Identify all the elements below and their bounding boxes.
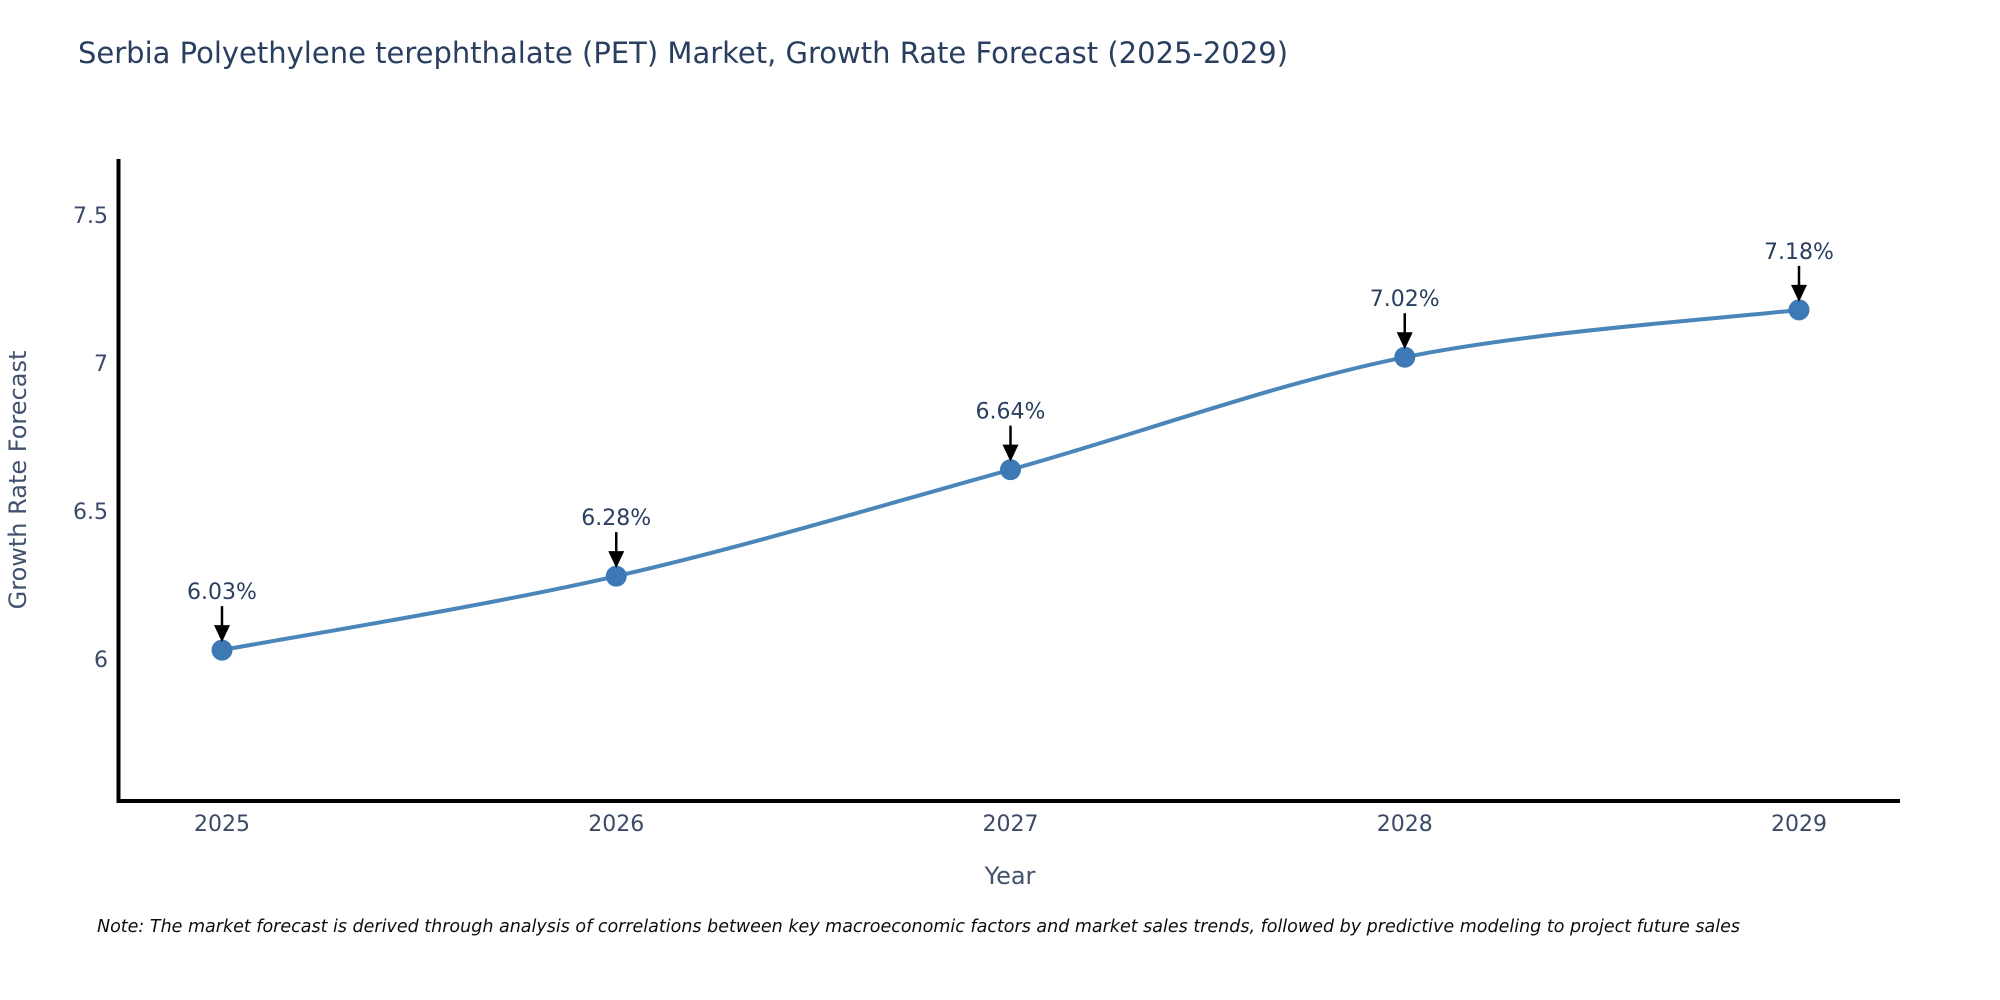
annotation-arrowhead-icon bbox=[1791, 284, 1807, 302]
x-tick-label: 2027 bbox=[983, 812, 1039, 837]
y-tick-label: 6 bbox=[94, 648, 108, 673]
x-axis-title: Year bbox=[984, 862, 1036, 890]
data-point-marker bbox=[1000, 459, 1021, 481]
x-tick-label: 2028 bbox=[1377, 812, 1433, 837]
data-point-label: 6.03% bbox=[187, 580, 257, 605]
y-tick-label: 7.5 bbox=[73, 204, 108, 229]
annotation-arrowhead-icon bbox=[1002, 444, 1019, 462]
annotation-arrowhead-icon bbox=[214, 625, 230, 643]
x-tick-label: 2029 bbox=[1771, 812, 1827, 837]
data-point-marker bbox=[1788, 299, 1810, 321]
data-point-label: 7.18% bbox=[1764, 240, 1834, 265]
data-point-label: 6.28% bbox=[581, 506, 651, 531]
annotation-arrowhead-icon bbox=[1396, 332, 1413, 350]
y-tick-label: 7 bbox=[94, 352, 108, 377]
x-tick-label: 2025 bbox=[194, 812, 250, 837]
footnote: Note: The market forecast is derived thr… bbox=[97, 917, 1740, 937]
data-point-marker bbox=[211, 639, 233, 661]
y-tick-label: 6.5 bbox=[73, 500, 108, 525]
data-point-marker bbox=[605, 565, 627, 587]
y-axis-title: Growth Rate Forecast bbox=[4, 351, 32, 610]
data-point-marker bbox=[1394, 346, 1416, 368]
data-point-label: 6.64% bbox=[976, 400, 1046, 425]
data-point-label: 7.02% bbox=[1370, 287, 1440, 312]
x-tick-label: 2026 bbox=[588, 812, 644, 837]
chart-title: Serbia Polyethylene terephthalate (PET) … bbox=[78, 36, 1289, 70]
annotation-arrowhead-icon bbox=[608, 551, 625, 569]
